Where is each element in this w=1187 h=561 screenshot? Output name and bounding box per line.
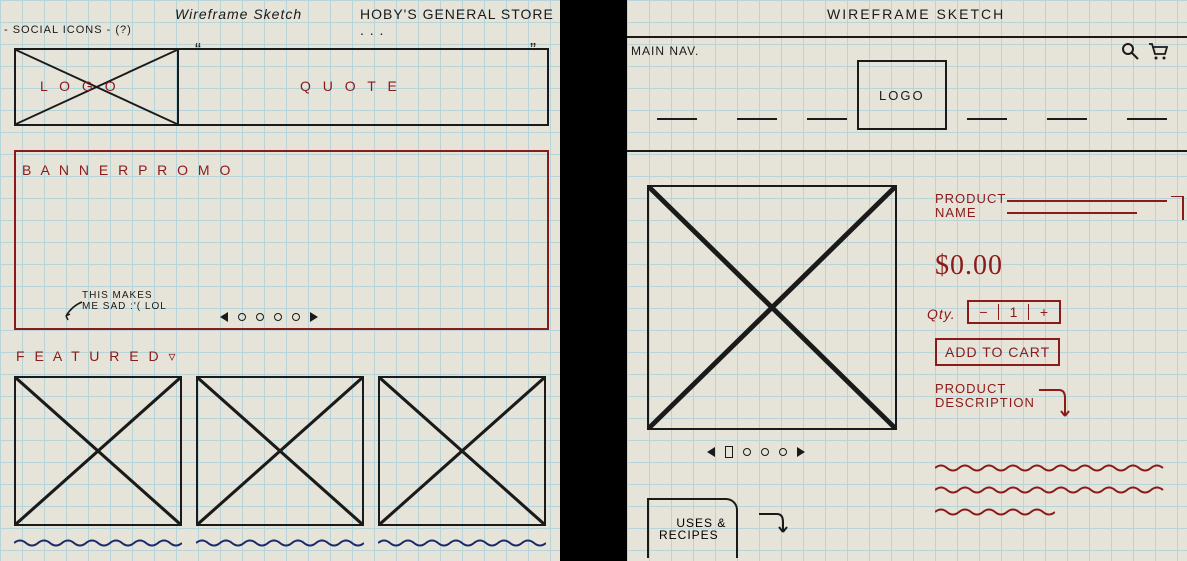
add-to-cart-button[interactable]: ADD TO CART (935, 338, 1060, 366)
page-title: Wireframe Sketch (175, 6, 302, 22)
gallery-dot[interactable] (761, 448, 769, 456)
nav-item[interactable] (657, 118, 697, 120)
tab-uses-recipes[interactable]: USES & RECIPES (647, 498, 738, 558)
banner-carousel-nav[interactable] (220, 312, 318, 322)
social-icons-note: - SOCIAL ICONS - (?) (4, 24, 132, 36)
search-icon[interactable] (1121, 42, 1139, 65)
featured-card[interactable] (14, 376, 182, 526)
carousel-dot[interactable] (238, 313, 246, 321)
card-caption-placeholder (378, 535, 546, 545)
nav-item[interactable] (737, 118, 777, 120)
logo-label: L O G O (40, 78, 120, 94)
gallery-next-icon[interactable] (797, 447, 805, 457)
description-text-line (935, 482, 1165, 492)
qty-minus-button[interactable]: − (969, 304, 999, 320)
product-image[interactable] (647, 185, 897, 430)
sketch-page-home: Wireframe Sketch HOBY'S GENERAL STORE . … (0, 0, 560, 561)
gallery-dot[interactable] (743, 448, 751, 456)
carousel-dot[interactable] (256, 313, 264, 321)
nav-item[interactable] (1127, 118, 1167, 120)
carousel-dot[interactable] (274, 313, 282, 321)
quote-label: Q U O T E (300, 78, 401, 94)
carousel-prev-icon[interactable] (220, 312, 228, 322)
nav-divider (627, 150, 1187, 152)
cart-icon[interactable] (1147, 42, 1169, 65)
site-name: HOBY'S GENERAL STORE . . . (360, 6, 560, 38)
featured-card[interactable] (378, 376, 546, 526)
nav-item[interactable] (1047, 118, 1087, 120)
main-nav-label: MAIN NAV. (631, 44, 699, 58)
qty-label: Qty. (927, 306, 956, 322)
product-name-line (1007, 200, 1167, 202)
header-divider (627, 36, 1187, 38)
product-description-label: PRODUCT DESCRIPTION (935, 382, 1035, 411)
page-title: WIREFRAME SKETCH (827, 6, 1005, 22)
quantity-stepper[interactable]: − 1 + (967, 300, 1061, 324)
description-text-line (935, 504, 1055, 514)
note-arrow-icon (62, 298, 86, 322)
description-text-line (935, 460, 1165, 470)
price: $0.00 (935, 250, 1003, 282)
qty-value: 1 (999, 304, 1029, 320)
carousel-next-icon[interactable] (310, 312, 318, 322)
banner-label: B A N N E R P R O M O (22, 162, 233, 178)
nav-item[interactable] (967, 118, 1007, 120)
product-name-label: PRODUCT NAME (935, 192, 1006, 221)
gallery-prev-icon[interactable] (707, 447, 715, 457)
nav-item[interactable] (807, 118, 847, 120)
gallery-dot[interactable] (779, 448, 787, 456)
gallery-thumb-active[interactable] (725, 446, 733, 458)
product-name-line (1007, 212, 1137, 214)
handwritten-note: THIS MAKES ME SAD :'( LOL (82, 290, 167, 312)
logo-label: LOGO (879, 88, 925, 103)
qty-plus-button[interactable]: + (1029, 304, 1059, 320)
description-arrow-icon (1037, 388, 1067, 427)
gallery-nav[interactable] (707, 446, 805, 458)
sketch-page-product: WIREFRAME SKETCH MAIN NAV. LOGO PRODUCT … (627, 0, 1187, 561)
card-caption-placeholder (14, 535, 182, 545)
carousel-dot[interactable] (292, 313, 300, 321)
tab-arrow-icon (757, 510, 787, 541)
corner-bracket-icon (1171, 196, 1185, 222)
card-caption-placeholder (196, 535, 364, 545)
tab-label: USES & RECIPES (659, 516, 726, 543)
featured-heading: F E A T U R E D ▿ (16, 348, 179, 365)
featured-card[interactable] (196, 376, 364, 526)
